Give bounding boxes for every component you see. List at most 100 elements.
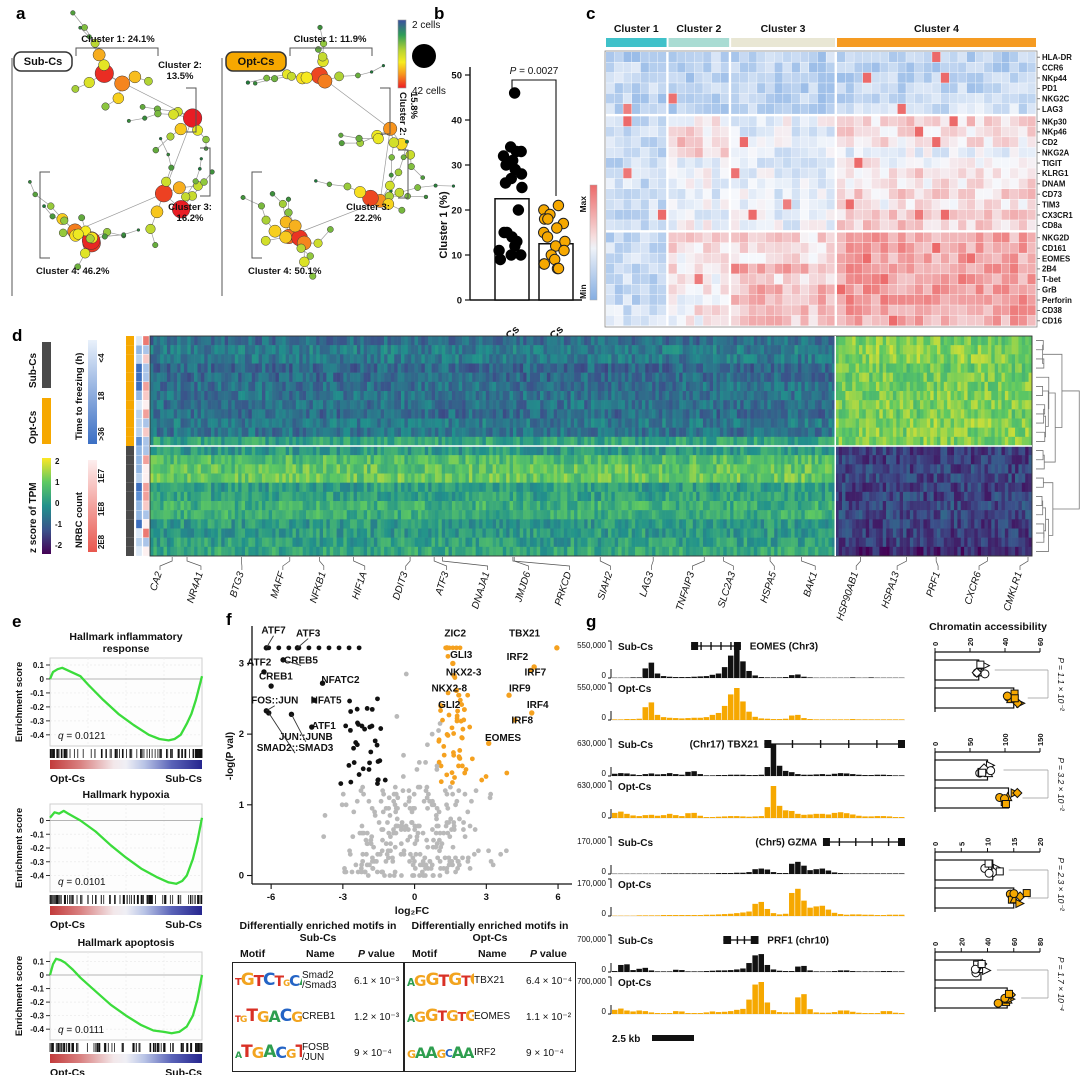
d-opt-swatch — [42, 398, 51, 444]
motif-table-sub: Differentially enriched motifs in Sub-Cs… — [232, 920, 404, 1073]
g-ymin: 0 — [602, 867, 607, 876]
e-qvalue: q = 0.0111 — [58, 1025, 104, 1036]
g-gene-label: PRF1 (chr10) — [767, 936, 829, 947]
g-ymax: 630,000 — [577, 739, 606, 748]
motif-row: AGGTGTGATBX21 6.4 × 10⁻⁴ — [405, 963, 575, 999]
b-point-sub — [494, 253, 507, 266]
c-max-label: Max — [578, 196, 588, 213]
e-enrichment-curve — [48, 666, 204, 742]
d-gene-label: BTG3 — [228, 570, 247, 599]
c-cluster-bar — [731, 38, 835, 47]
d-gene-label: SIAH2 — [596, 570, 616, 601]
d-nrbc-tick: 2E8 — [97, 534, 106, 549]
d-gene-label: SLC2A3 — [716, 570, 738, 609]
f-gene-label: ATF1 — [312, 721, 337, 732]
d-gene-label: CA2 — [148, 570, 165, 592]
e-rank-gradient — [50, 906, 202, 915]
b-point-opt — [552, 262, 565, 275]
g-bar-pvalue: P = 2.3 × 10⁻² — [1056, 857, 1066, 911]
f-gene-label: IRF7 — [524, 667, 546, 678]
motif-row: TGTCTGCACCSmad2 /Smad3 6.1 × 10⁻³ — [233, 963, 403, 999]
g-bar-sub — [934, 659, 980, 681]
g-ymax: 700,000 — [577, 935, 606, 944]
c-gene-label: Perforin — [1042, 296, 1072, 305]
e-subcs: Sub-Cs — [165, 919, 202, 931]
motif-pvalue: 9 × 10⁻⁴ — [354, 1047, 392, 1059]
f-ytick: 1 — [239, 800, 245, 811]
c-gene-label: T-bet — [1042, 275, 1061, 284]
d-gene-label: DDIT3 — [391, 570, 411, 601]
e-ylabel: Enrichment score — [14, 662, 25, 742]
e-subcs: Sub-Cs — [165, 773, 202, 785]
f-gene-label: IRF4 — [527, 700, 549, 711]
legend-42cells: 42 cells — [412, 86, 446, 97]
d-gene-label: CXCR6 — [963, 570, 984, 606]
d-ztick: 1 — [55, 478, 60, 487]
g-bar-tick: 40 — [1001, 638, 1010, 646]
d-gene-label: HSP90AB1 — [835, 571, 861, 623]
e-enrichment-curve — [48, 957, 204, 1035]
g-bar-pvalue: P = 1.1 × 10⁻² — [1056, 657, 1066, 711]
cluster-label: Cluster 1: 24.1% — [81, 34, 155, 45]
panel-f-label: f — [226, 610, 232, 629]
g-bar-tick: 15 — [1010, 838, 1019, 846]
e-ytick: -0.1 — [30, 985, 44, 994]
f-ytick: 3 — [239, 658, 244, 669]
tree-nodes — [28, 10, 215, 271]
g-gene-label: (Chr5) GZMA — [755, 838, 817, 849]
g-bar-tick: 0 — [931, 642, 940, 646]
d-time-label: Time to freezing (h) — [74, 353, 85, 440]
motif-table-body: AGGTGTGATBX216.4 × 10⁻⁴AGGTGTGAEOMES1.1 … — [404, 962, 576, 1073]
e-ytick: -0.4 — [30, 731, 44, 740]
motif-table-body: TGTCTGCACCSmad2 /Smad3 6.1 × 10⁻³ TGTGACGT… — [232, 962, 404, 1073]
c-gene-label: DNAM — [1042, 180, 1065, 189]
c-gene-label: CD2 — [1042, 138, 1058, 147]
e-ytick: -0.2 — [30, 998, 44, 1007]
c-gene-label: CD8a — [1042, 221, 1063, 230]
panel-f: -6 -3 0 3 6 0 1 2 3 -log(P val) log₂FC ATF7 ATF3 ATF2… — [225, 626, 572, 917]
d-gene-label: TNFAIP3 — [674, 570, 697, 612]
d-gene-label: BAK1 — [802, 571, 820, 599]
cluster-label: 15.8% — [408, 92, 419, 119]
b-point-sub — [515, 168, 528, 180]
cluster-label: Cluster 4: 46.2% — [36, 266, 110, 277]
b-ylabel: Cluster 1 (%) — [438, 191, 450, 259]
f-gene-label: ATF7 — [261, 626, 286, 637]
b-point-sub — [505, 249, 517, 261]
b-point-opt — [552, 199, 565, 212]
g-bar-tick: 10 — [984, 838, 993, 846]
d-ztick: 2 — [55, 457, 60, 466]
g-bar-tick: 40 — [984, 938, 993, 946]
tree-nodes — [240, 24, 456, 280]
motif-row: AGGTGTGAEOMES 1.1 × 10⁻² — [405, 999, 575, 1035]
d-gene-label: MAFF — [269, 570, 288, 600]
motif-table-header: Motif Name P value — [232, 948, 404, 960]
g-gene-label: (Chr17) TBX21 — [690, 740, 759, 751]
g-bar-tick: 60 — [1036, 638, 1045, 646]
c-gene-label: EOMES — [1042, 254, 1070, 263]
d-zscore-colorbar — [42, 458, 51, 554]
motif-table-title: Differentially enriched motifs in Sub-Cs — [239, 920, 397, 945]
g-scalebar — [652, 1035, 694, 1041]
c-gene-label: NKp30 — [1042, 117, 1067, 126]
g-bar-pvalue: P = 1.7 × 10⁻⁴ — [1056, 957, 1066, 1011]
e-ytick: 0 — [40, 817, 45, 826]
cluster-label: Cluster 3: — [346, 202, 390, 213]
e-ytick: -0.3 — [30, 858, 44, 867]
motif-row: TGTGACGTCREB1 1.2 × 10⁻³ — [233, 999, 403, 1035]
e-optcs: Opt-Cs — [50, 1067, 85, 1075]
f-gene-label: IRF8 — [511, 716, 533, 727]
motif-logo: AGGTGTGA — [407, 1008, 474, 1026]
f-gene-label: CREB1 — [259, 672, 293, 683]
e-ytick: 0 — [40, 971, 45, 980]
c-gene-label: NKG2D — [1042, 234, 1070, 243]
f-gene-label: EOMES — [485, 733, 521, 744]
e-subcs: Sub-Cs — [165, 1067, 202, 1075]
c-gene-label: PD1 — [1042, 84, 1058, 93]
e-qvalue: q = 0.0121 — [58, 731, 106, 742]
d-nrbc-tick: 1E7 — [97, 468, 106, 483]
c-gene-label: GrB — [1042, 285, 1057, 294]
b-point-opt — [542, 213, 554, 225]
e-ytick: 0.1 — [33, 957, 45, 966]
motif-name: Smad2 /Smad3 — [302, 969, 337, 992]
